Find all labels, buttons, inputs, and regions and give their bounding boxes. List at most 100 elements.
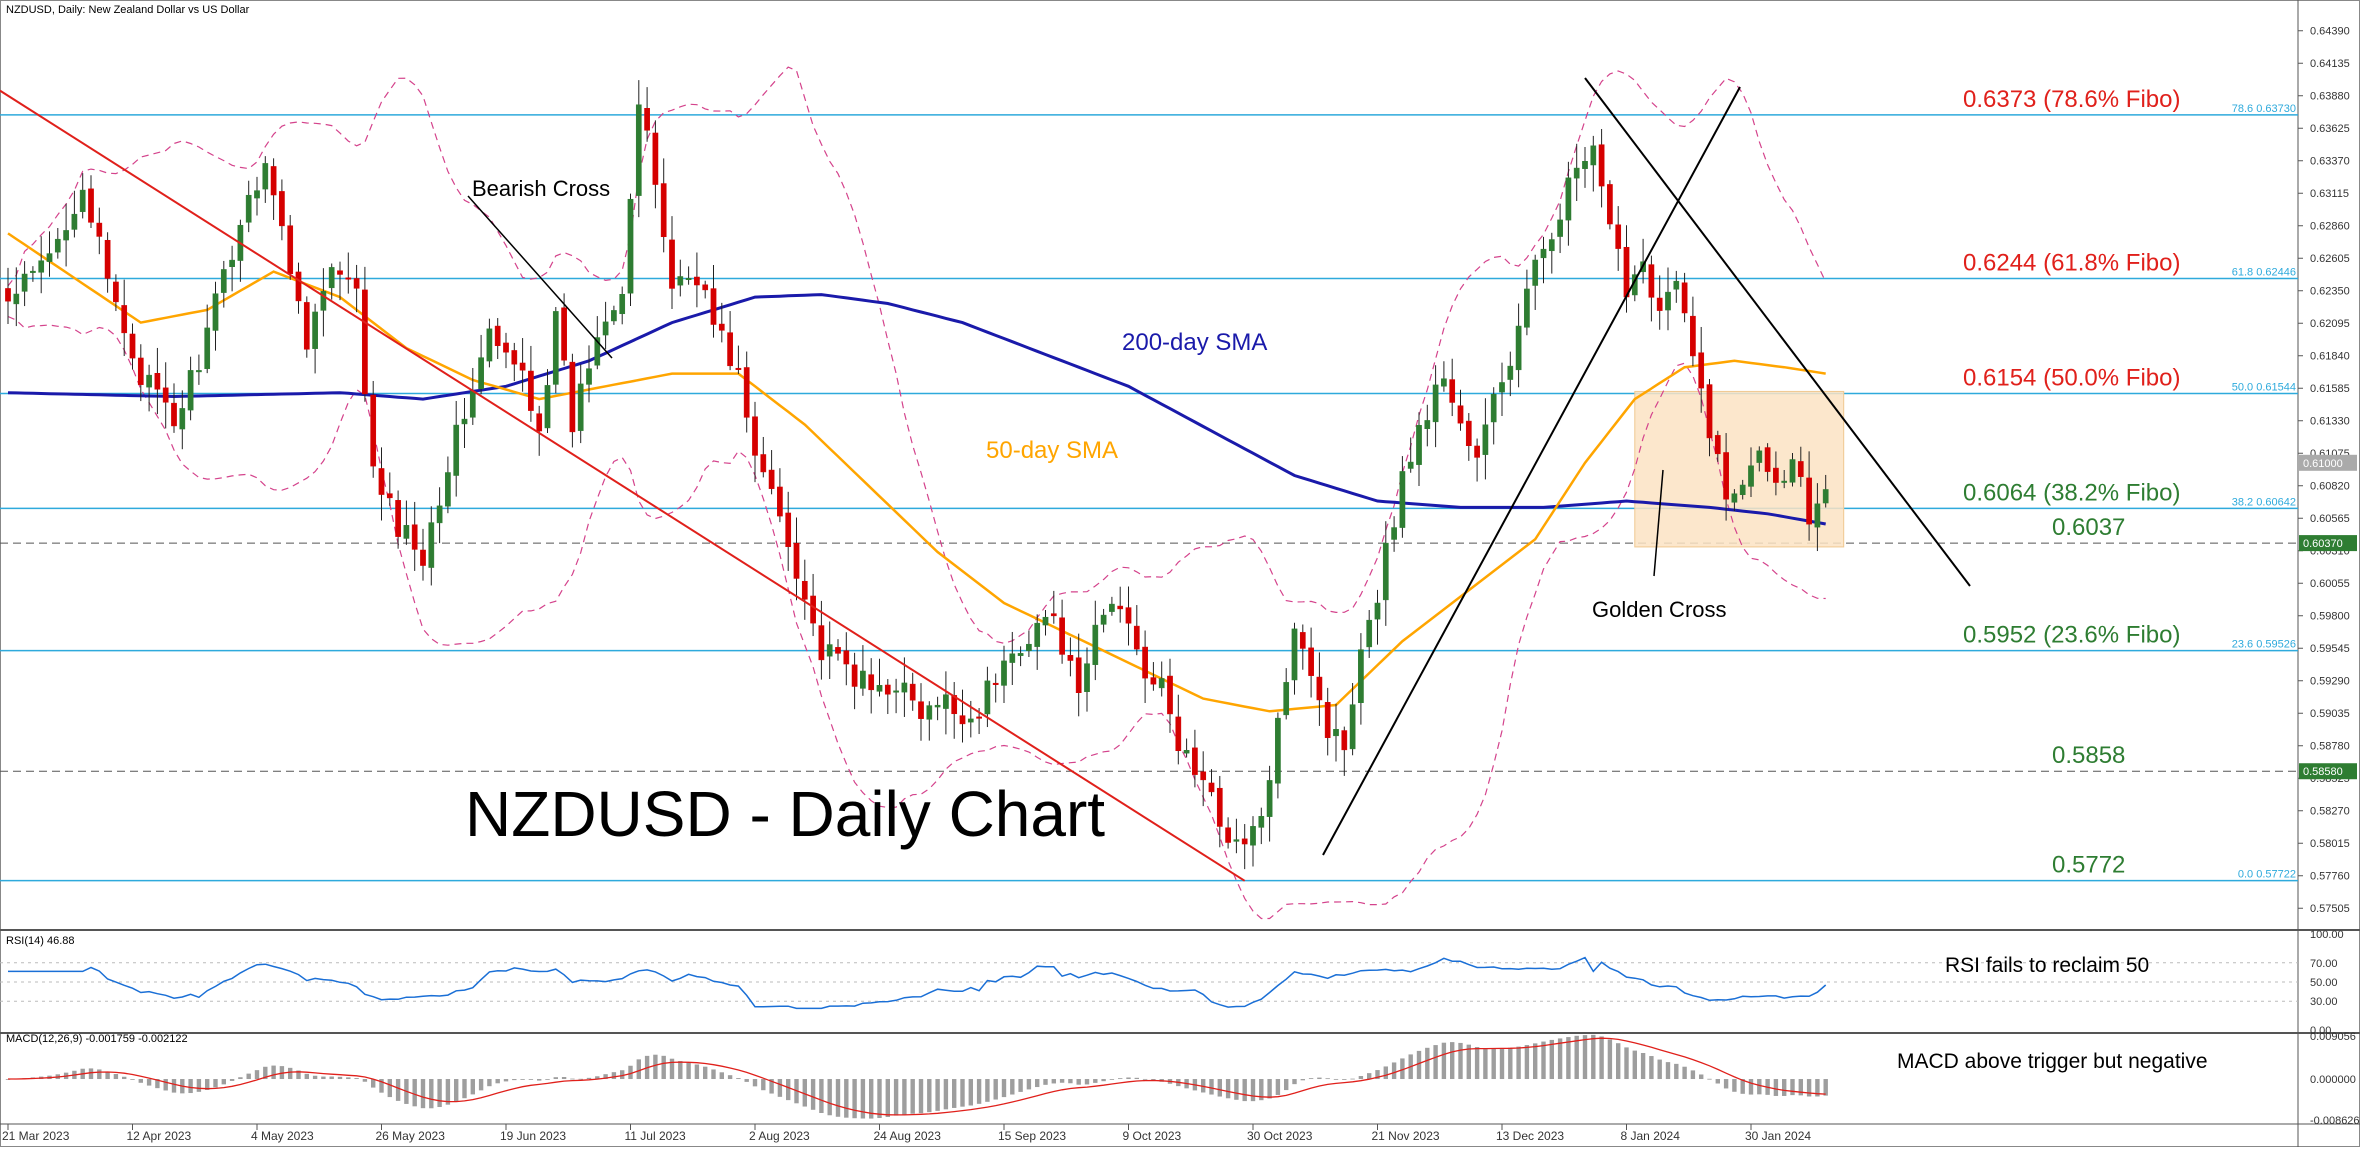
macd-histogram-bar	[221, 1079, 226, 1085]
macd-histogram-bar	[1823, 1079, 1828, 1096]
macd-histogram-bar	[1068, 1079, 1073, 1084]
candle-up	[967, 718, 974, 723]
time-tick-label: 19 Jun 2023	[500, 1129, 566, 1143]
candle-down	[1457, 405, 1464, 424]
candle-up	[826, 644, 833, 657]
macd-histogram-bar	[1292, 1079, 1297, 1085]
macd-tick-label: -0.008626	[2310, 1115, 2360, 1127]
time-tick-label: 4 May 2023	[251, 1129, 314, 1143]
candle-up	[1001, 660, 1007, 686]
candle-up	[486, 328, 493, 362]
fibo-label-0: 0.6373 (78.6% Fibo)	[1963, 86, 2180, 113]
candle-down	[768, 469, 775, 489]
price-tick-label: 0.59035	[2310, 708, 2350, 720]
macd-histogram-bar	[1234, 1079, 1239, 1100]
candle-up	[1333, 729, 1339, 737]
candle-up	[478, 357, 484, 390]
candle-up	[1540, 248, 1547, 259]
macd-histogram-bar	[1026, 1079, 1032, 1090]
price-tag-bg	[2299, 535, 2357, 552]
candle-down	[702, 284, 709, 291]
macd-histogram-bar	[420, 1079, 426, 1109]
macd-histogram-bar	[1101, 1079, 1106, 1082]
fibo-label-5: 0.5952 (23.6% Fibo)	[1963, 622, 2180, 649]
macd-histogram-bar	[1126, 1077, 1131, 1080]
macd-histogram-bar	[429, 1079, 434, 1109]
macd-histogram-bar	[1566, 1037, 1571, 1080]
candle-up	[1283, 682, 1290, 716]
macd-histogram-bar	[1674, 1063, 1679, 1080]
macd-panel: 0.009056 0.000000 -0.008626	[5, 1031, 2360, 1127]
candle-down	[411, 524, 418, 550]
candle-up	[1822, 489, 1829, 504]
macd-histogram-bar	[603, 1074, 608, 1080]
time-tick-label: 30 Oct 2023	[1247, 1129, 1313, 1143]
macd-histogram-bar	[877, 1079, 882, 1119]
candle-down	[694, 276, 700, 286]
price-tick-label: 0.60565	[2310, 513, 2350, 525]
fibo-tag-3: 38.2 0.60642	[2232, 496, 2296, 508]
macd-histogram-bar	[1076, 1079, 1081, 1085]
macd-histogram-bar	[304, 1073, 309, 1080]
macd-histogram-bar	[1649, 1056, 1654, 1080]
macd-histogram-bar	[1458, 1042, 1463, 1080]
macd-histogram-bar	[329, 1076, 334, 1080]
candle-down	[976, 716, 982, 719]
candle-up	[1100, 614, 1107, 625]
macd-histogram-bar	[1142, 1078, 1148, 1080]
macd-histogram-bar	[927, 1079, 932, 1113]
candle-up	[1109, 603, 1115, 612]
candle-down	[835, 647, 841, 654]
macd-histogram-bar	[387, 1079, 392, 1098]
rsi-note: RSI fails to reclaim 50	[1945, 954, 2149, 977]
macd-histogram-bar	[1109, 1079, 1115, 1080]
macd-histogram-bar	[561, 1076, 567, 1080]
time-tick-label: 21 Mar 2023	[2, 1129, 70, 1143]
candle-down	[511, 350, 518, 365]
candle-down	[337, 270, 343, 275]
golden-cross-label: Golden Cross	[1592, 597, 1727, 622]
macd-histogram-bar	[1508, 1047, 1513, 1080]
macd-histogram-bar	[1723, 1079, 1729, 1089]
price-tick-label: 0.59290	[2310, 676, 2350, 688]
candle-down	[104, 239, 111, 279]
macd-histogram-bar	[570, 1078, 575, 1080]
macd-histogram-bar	[1582, 1035, 1588, 1080]
candle-up	[860, 670, 866, 689]
macd-histogram-bar	[238, 1077, 243, 1080]
consolidation-box	[1634, 390, 1845, 548]
candle-up	[577, 383, 584, 431]
candle-up	[677, 276, 684, 286]
macd-histogram-bar	[661, 1055, 666, 1080]
macd-histogram-bar	[1391, 1062, 1397, 1080]
price-tick-label: 0.62095	[2310, 318, 2350, 330]
macd-histogram-bar	[271, 1065, 276, 1080]
sma200-line	[7, 293, 1826, 526]
macd-histogram-bar	[537, 1079, 542, 1081]
macd-histogram-bar	[196, 1079, 202, 1092]
macd-histogram-bar	[786, 1079, 791, 1101]
macd-histogram-bar	[1757, 1079, 1762, 1095]
candle-up	[328, 267, 335, 289]
price-tick-label: 0.62605	[2310, 253, 2350, 265]
macd-histogram-bar	[229, 1079, 235, 1081]
fibo-tag-1: 61.8 0.62446	[2232, 267, 2296, 279]
candle-down	[1167, 675, 1173, 715]
macd-histogram-bar	[1250, 1079, 1256, 1102]
candle-down	[88, 188, 94, 223]
macd-histogram-bar	[1798, 1079, 1803, 1096]
candle-up	[627, 198, 634, 294]
macd-histogram-bar	[1217, 1079, 1222, 1097]
candle-up	[934, 704, 941, 708]
candle-down	[652, 132, 659, 185]
candle-up	[312, 311, 318, 349]
macd-histogram-bar	[860, 1079, 866, 1119]
macd-histogram-bar	[1790, 1079, 1795, 1096]
macd-histogram-bar	[1607, 1039, 1613, 1080]
candle-down	[1623, 246, 1630, 298]
macd-histogram-bar	[1383, 1066, 1388, 1080]
price-tick-label: 0.63115	[2310, 188, 2349, 200]
macd-histogram-bar	[412, 1079, 417, 1107]
candle-down	[909, 683, 916, 701]
